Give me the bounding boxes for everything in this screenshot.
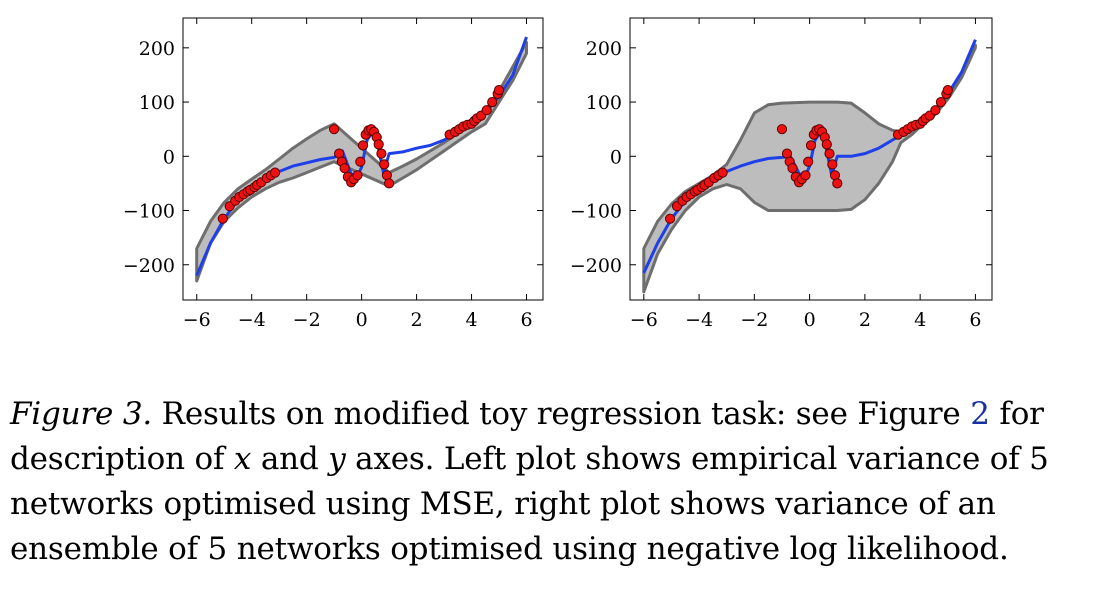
x-tick-label: 6: [520, 309, 532, 331]
data-point: [379, 159, 390, 170]
x-tick-label: −6: [630, 309, 658, 331]
caption-figure-reference-link[interactable]: 2: [970, 396, 990, 432]
caption-text-2: for description of: [10, 396, 1044, 477]
data-point: [270, 167, 281, 178]
x-tick-label: −4: [238, 309, 266, 331]
data-point: [352, 170, 363, 181]
data-point: [493, 85, 505, 96]
caption-text-3: and: [251, 441, 329, 477]
data-point: [376, 148, 387, 159]
data-point: [665, 213, 676, 224]
x-tick-label: 0: [356, 309, 368, 331]
y-tick-label: −100: [123, 201, 175, 223]
data-point: [935, 97, 947, 108]
data-point: [805, 140, 817, 151]
data-point: [821, 139, 832, 150]
y-tick-label: −200: [123, 255, 175, 277]
x-tick-label: −2: [293, 309, 321, 331]
data-point: [832, 178, 843, 189]
data-point: [930, 105, 941, 116]
data-point: [355, 156, 366, 167]
x-tick-label: −6: [183, 309, 211, 331]
data-point: [824, 148, 835, 159]
y-tick-label: 0: [163, 146, 175, 168]
data-point: [942, 85, 953, 96]
caption-text-1: Results on modified toy regression task:…: [152, 396, 971, 432]
x-tick-label: 2: [859, 309, 871, 331]
data-point: [217, 213, 228, 224]
y-tick-label: 200: [139, 38, 175, 60]
x-tick-label: 6: [969, 309, 981, 331]
plot-frame: [629, 17, 993, 301]
data-point: [373, 139, 384, 150]
data-point: [803, 156, 814, 167]
caption-label: Figure 3.: [10, 396, 153, 432]
y-tick-label: 100: [586, 92, 622, 114]
chart-panel-left: −6 −4 −2 0 2 4 6 −200 −100 0 100 200: [123, 17, 544, 331]
caption-x-variable: x: [233, 441, 252, 477]
chart-panel-right: −6 −4 −2 0 2 4 6 −200 −100 0 100 200: [570, 17, 993, 331]
data-point: [357, 140, 369, 151]
x-tick-label: −4: [685, 309, 713, 331]
y-tick-label: −200: [570, 255, 622, 277]
y-tick-label: 100: [139, 92, 175, 114]
data-point: [481, 105, 492, 116]
x-tick-label: 2: [411, 309, 423, 331]
figure-caption: Figure 3. Results on modified toy regres…: [10, 392, 1110, 572]
caption-y-variable: y: [328, 441, 346, 477]
data-point: [487, 97, 498, 108]
x-tick-label: 4: [466, 309, 478, 331]
x-tick-label: −2: [740, 309, 768, 331]
x-tick-label: 0: [804, 309, 816, 331]
x-tick-label: 4: [914, 309, 926, 331]
y-tick-label: 200: [586, 38, 622, 60]
data-point: [329, 124, 340, 135]
plot-frame: [182, 17, 544, 301]
data-point: [827, 159, 838, 170]
data-point: [787, 163, 798, 174]
data-point: [384, 178, 395, 189]
data-point: [776, 124, 788, 135]
y-tick-label: −100: [570, 201, 622, 223]
data-point: [339, 163, 350, 174]
data-point: [717, 167, 728, 178]
caption-text-4: axes. Left plot shows empirical variance…: [10, 441, 1049, 567]
data-point: [800, 170, 811, 181]
y-tick-label: 0: [610, 146, 622, 168]
